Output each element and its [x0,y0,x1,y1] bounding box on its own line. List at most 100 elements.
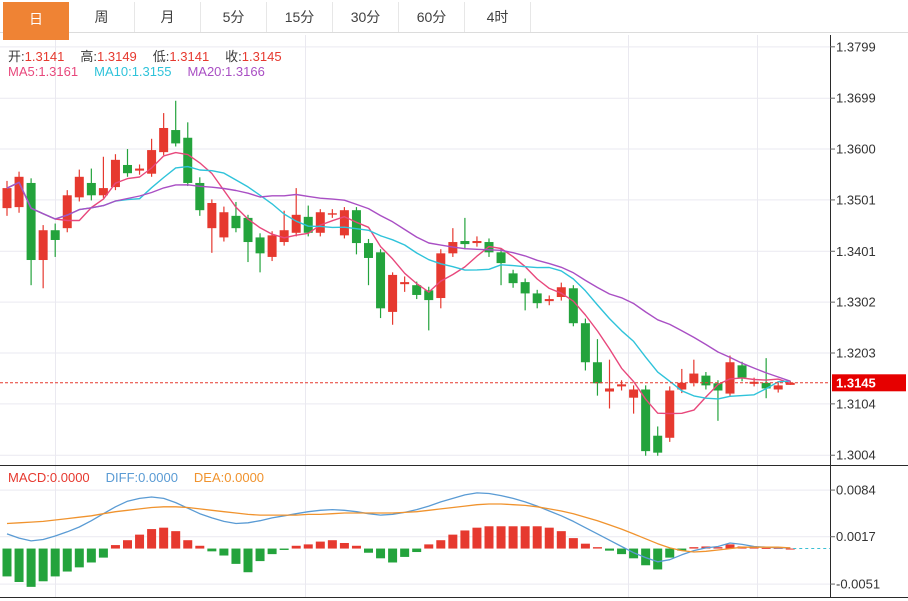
macd-bar [74,548,84,568]
candle [568,288,578,324]
svg-text:1.3600: 1.3600 [836,142,876,157]
tab-4hour[interactable]: 4时 [465,2,531,32]
high-label: 高: [80,49,98,64]
macd-bar [14,548,24,582]
candle [195,182,205,211]
candle [412,285,422,295]
candle [689,373,699,383]
diff-line [6,492,791,563]
candle [86,182,96,196]
macd-bar [568,538,578,549]
svg-text:1.3799: 1.3799 [836,39,876,54]
macd-readout: MACD:0.0000 DIFF:0.0000 DEA:0.0000 [8,470,264,485]
chart-area[interactable]: 1.3799 1.3699 1.3600 1.3501 1.3401 1.3302 1.32… [0,33,908,601]
low-value: 1.3141 [169,49,210,64]
gridlines [0,35,830,598]
tab-30min[interactable]: 30分 [333,2,399,32]
candle [761,382,771,389]
dea-label: DEA: [193,470,225,485]
macd-bar [243,548,253,573]
macd-bar [388,548,398,563]
chart-canvas[interactable]: 1.3799 1.3699 1.3600 1.3501 1.3401 1.3302 1.32… [0,33,908,601]
candle [737,365,747,378]
candle [605,388,614,392]
ohlc-readout: 开:1.3141 高:1.3149 低:1.3141 收:1.3145 [8,46,282,65]
close-value: 1.3145 [241,49,282,64]
tab-week[interactable]: 周 [69,2,135,32]
macd-bar [62,548,72,572]
candle [26,182,36,261]
svg-text:1.3302: 1.3302 [836,295,876,310]
macd-bar [580,543,590,549]
tab-day[interactable]: 日 [3,2,69,40]
candle [472,241,482,244]
ma-readout: MA5:1.3161 MA10:1.3155 MA20:1.3166 [8,64,265,79]
current-price-badge [832,374,906,392]
candle [677,382,687,390]
macd-bar [255,548,265,562]
tab-month[interactable]: 月 [135,2,201,32]
tab-60min[interactable]: 60分 [399,2,465,32]
macd-bar [376,548,386,559]
candle [74,176,84,198]
macd-bar [556,531,566,549]
interval-tab-bar: 日 周 月 5分 15分 30分 60分 4时 [0,0,908,40]
macd-bar [629,548,639,559]
macd-bar [532,526,542,549]
candle [436,253,446,299]
macd-bar [98,548,108,558]
candle [207,202,217,229]
ma5-label: MA5: [8,64,39,79]
candle [629,389,639,398]
macd-bar [147,529,157,549]
candle [219,212,229,238]
candle [424,290,434,301]
candle [62,195,72,229]
candle [171,130,181,144]
macd-bar [339,542,349,549]
candle [701,375,711,386]
candle [267,235,277,257]
macd-bar [785,548,795,550]
candle [339,210,349,236]
macd-bar [653,548,663,570]
macd-bar [617,548,627,555]
macd-bar [665,548,675,558]
candle [291,214,301,233]
macd-bar [195,545,205,549]
candle [592,362,602,384]
candle [279,230,289,243]
macd-value: 0.0000 [49,470,90,485]
svg-text:1.3004: 1.3004 [836,448,876,463]
tab-5min[interactable]: 5分 [201,2,267,32]
candle [147,150,157,174]
close-label: 收: [225,49,242,64]
ma10-value: 1.3155 [131,64,172,79]
macd-bar [183,540,193,549]
macd-bar [159,527,169,549]
candle [327,213,337,215]
tab-15min[interactable]: 15分 [267,2,333,32]
candle [135,168,145,171]
macd-bar [315,541,325,549]
candle [231,215,241,229]
dea-line [6,503,791,553]
candle [508,273,518,284]
macd-bar [351,545,361,549]
low-label: 低: [152,49,170,64]
macd-bar [26,548,36,587]
macd-bar [207,548,217,552]
ma10-label: MA10: [94,64,132,79]
svg-text:1.3401: 1.3401 [836,244,876,259]
ma20-value: 1.3166 [225,64,265,79]
macd-bar [460,530,470,549]
macd-bar [303,544,313,549]
open-value: 1.3141 [24,49,65,64]
candle [400,282,410,285]
macd-bar [110,545,120,549]
candle [159,127,169,153]
macd-bar [327,540,337,549]
candle [123,164,132,174]
candle [364,243,373,258]
